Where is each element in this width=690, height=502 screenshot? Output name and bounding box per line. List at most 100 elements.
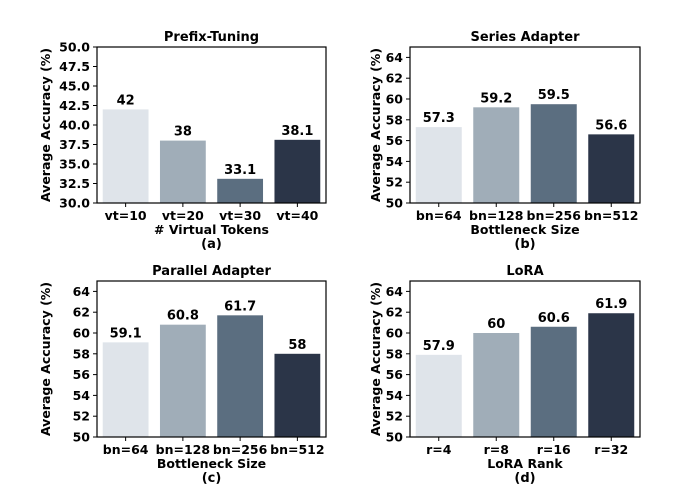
y-tick-label: 50 (386, 196, 404, 211)
bar (473, 107, 520, 203)
chart-title: Parallel Adapter (152, 264, 271, 279)
panel-3: Parallel Adapter 59.1 bn=64 60.8 bn=128 61.7 b… (38, 264, 327, 486)
x-tick-label: r=4 (426, 442, 452, 457)
y-axis-label: Average Accuracy (%) (368, 48, 383, 202)
x-tick-label: vt=20 (162, 208, 204, 223)
bar (274, 353, 321, 437)
bar (274, 139, 321, 203)
y-tick-label: 32.5 (59, 176, 90, 191)
bar (102, 342, 149, 437)
y-tick-label: 64 (386, 50, 404, 65)
x-tick-label: bn=128 (156, 442, 210, 457)
plot-frame (409, 280, 641, 438)
plot-frame (96, 46, 327, 204)
data-label: 38.1 (281, 124, 313, 139)
data-label: 61.9 (595, 297, 627, 312)
bar (473, 333, 520, 437)
x-tick-label: r=16 (537, 442, 571, 457)
y-tick-label: 52 (386, 175, 403, 190)
y-tick-label: 47.5 (59, 59, 90, 74)
y-tick-label: 54 (386, 154, 404, 169)
panel-sublabel: (a) (201, 237, 222, 252)
y-tick-label: 64 (73, 284, 91, 299)
x-tick-label: r=32 (594, 442, 628, 457)
y-axis-label: Average Accuracy (%) (368, 282, 383, 436)
data-label: 42 (117, 93, 135, 108)
data-label: 59.1 (110, 326, 142, 341)
data-label: 38 (174, 125, 192, 140)
x-axis-label: Bottleneck Size (157, 456, 266, 471)
y-tick-label: 30.0 (59, 196, 90, 211)
data-label: 59.5 (538, 88, 570, 103)
y-tick-label: 60 (386, 92, 404, 107)
panel-sublabel: (c) (202, 471, 222, 486)
x-tick-label: vt=10 (105, 208, 147, 223)
panel-sublabel: (b) (514, 237, 535, 252)
y-tick-label: 60 (73, 326, 91, 341)
y-tick-label: 42.5 (59, 98, 90, 113)
bar (102, 109, 149, 203)
data-label: 57.9 (423, 339, 455, 354)
bar (530, 326, 577, 437)
x-tick-label: bn=256 (213, 442, 268, 457)
data-label: 60.6 (538, 311, 570, 326)
x-tick-label: bn=256 (527, 208, 582, 223)
y-tick-label: 52 (73, 409, 90, 424)
y-tick-label: 45.0 (59, 79, 90, 94)
plot-frame (409, 46, 641, 204)
data-label: 57.3 (423, 111, 455, 126)
bar (159, 140, 206, 203)
data-label: 59.2 (480, 91, 512, 106)
panel-2: Series Adapter 57.3 bn=64 59.2 bn=128 59.5 bn=… (368, 30, 641, 252)
y-tick-label: 58 (386, 112, 403, 127)
y-tick-label: 50 (386, 430, 404, 445)
x-axis-label: # Virtual Tokens (154, 222, 269, 237)
data-label: 60 (487, 317, 505, 332)
y-tick-label: 62 (73, 305, 90, 320)
bar (217, 178, 264, 203)
chart-title: Prefix-Tuning (164, 30, 259, 45)
y-tick-label: 62 (386, 305, 403, 320)
y-tick-label: 50.0 (59, 40, 90, 55)
y-tick-label: 56 (73, 367, 91, 382)
x-tick-label: vt=30 (219, 208, 261, 223)
bar (415, 127, 462, 203)
bar (530, 104, 577, 203)
x-tick-label: bn=64 (103, 442, 149, 457)
bar (588, 313, 635, 437)
panel-1: Prefix-Tuning 42 vt=10 38 vt=20 33.1 vt=30 38.1… (38, 30, 327, 252)
bar (588, 134, 635, 203)
y-tick-label: 62 (386, 71, 403, 86)
y-tick-label: 54 (386, 388, 404, 403)
x-axis-label: Bottleneck Size (470, 222, 579, 237)
plot-frame (96, 280, 327, 438)
panel-4: LoRA 57.9 r=4 60 r=8 60.6 r=16 61.9 r=32 50 52 54 56… (368, 264, 641, 486)
y-tick-label: 35.0 (59, 157, 90, 172)
data-label: 33.1 (224, 163, 256, 178)
data-label: 56.6 (595, 118, 627, 133)
x-tick-label: bn=512 (584, 208, 638, 223)
chart-title: LoRA (506, 264, 543, 279)
x-tick-label: bn=128 (469, 208, 523, 223)
bar (217, 315, 264, 437)
bar (415, 354, 462, 437)
y-tick-label: 50 (73, 430, 91, 445)
data-label: 61.7 (224, 299, 256, 314)
x-tick-label: bn=512 (270, 442, 324, 457)
panel-sublabel: (d) (514, 471, 535, 486)
y-tick-label: 58 (386, 346, 403, 361)
data-label: 58 (288, 338, 306, 353)
y-tick-label: 60 (386, 326, 404, 341)
y-tick-label: 54 (73, 388, 91, 403)
y-axis-label: Average Accuracy (%) (38, 282, 53, 436)
chart-title: Series Adapter (470, 30, 580, 45)
y-tick-label: 37.5 (59, 137, 90, 152)
y-tick-label: 58 (73, 346, 90, 361)
y-tick-label: 56 (386, 367, 404, 382)
y-axis-label: Average Accuracy (%) (38, 48, 53, 202)
x-axis-label: LoRA Rank (487, 456, 563, 471)
x-tick-label: vt=40 (276, 208, 318, 223)
x-tick-label: r=8 (484, 442, 509, 457)
bar (159, 324, 206, 437)
